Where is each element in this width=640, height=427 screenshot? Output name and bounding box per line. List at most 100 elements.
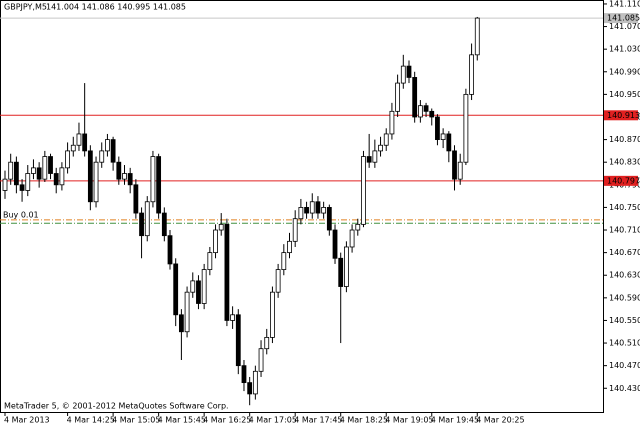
candle-body (372, 150, 378, 163)
candle-body (440, 133, 446, 140)
candle-body (178, 314, 184, 333)
candle-body (13, 161, 19, 186)
level-label: 140.797 (607, 176, 640, 185)
candle-body (389, 110, 395, 135)
candle-body (25, 173, 31, 191)
candle-body (304, 207, 309, 214)
candle-body (144, 201, 150, 237)
candle-body (469, 54, 474, 95)
candle-body (213, 229, 218, 254)
bid-label: 141.085 (607, 14, 640, 23)
x-tick-label: 4 Mar 16:25 (203, 416, 251, 425)
candle-body (247, 382, 253, 395)
candle-body (326, 207, 332, 231)
candle-body (315, 201, 321, 214)
candle-body (19, 184, 25, 191)
y-tick-label: 141.110 (609, 0, 640, 8)
level-label-box (604, 175, 638, 186)
y-tick-label: 140.830 (609, 158, 640, 167)
candle-body (190, 280, 196, 293)
candle-body (156, 156, 162, 214)
y-tick-label: 140.550 (609, 316, 640, 325)
candle-body (298, 207, 304, 220)
y-tick-label: 141.070 (609, 22, 640, 31)
candle-body (230, 314, 236, 321)
candle-body (412, 77, 418, 118)
candle-body (395, 82, 401, 112)
chart-ohlc: 141.004 141.086 140.995 141.085 (46, 3, 186, 12)
level-label-box (604, 110, 638, 121)
y-tick-label: 140.470 (609, 361, 640, 370)
x-tick-label: 4 Mar 17:05 (249, 416, 297, 425)
x-tick-label: 4 Mar 17:45 (294, 416, 342, 425)
candle-body (235, 314, 241, 367)
candle-body (87, 150, 93, 203)
candle-body (31, 167, 36, 174)
bid-label-box (604, 13, 638, 24)
candle-body (224, 223, 230, 321)
candle-body (65, 150, 70, 169)
candle-body (127, 173, 133, 186)
candle-body (321, 207, 327, 214)
x-tick-label: 4 Mar 19:05 (385, 416, 433, 425)
x-tick-label: 4 Mar 15:05 (112, 416, 160, 425)
candle-body (355, 223, 361, 231)
candle-body (400, 65, 406, 84)
candle-body (417, 105, 423, 118)
candle-body (36, 167, 42, 180)
candle-body (173, 263, 179, 316)
candle-body (116, 161, 122, 180)
candle-body (435, 116, 440, 140)
y-tick-label: 140.510 (609, 339, 640, 348)
order-label: Buy 0.01 (3, 210, 39, 219)
candle-body (133, 184, 139, 214)
candle-body (196, 280, 201, 304)
x-tick-label: 4 Mar 18:25 (340, 416, 388, 425)
candle-body (270, 291, 275, 338)
candle-body (105, 139, 110, 152)
candle-body (446, 133, 452, 152)
candle-body (281, 252, 287, 270)
candle-body (309, 201, 315, 214)
candle-body (218, 223, 224, 231)
x-tick-label: 4 Mar 20:25 (476, 416, 524, 425)
candle-body (258, 348, 264, 372)
candle-body (207, 252, 213, 270)
candle-body (378, 144, 383, 152)
candle-body (332, 229, 338, 259)
y-tick-label: 140.590 (609, 293, 640, 302)
candle-body (82, 133, 88, 152)
candle-body (42, 156, 48, 180)
candle-body (474, 17, 480, 56)
candle-body (150, 156, 156, 203)
candle-body (252, 370, 258, 395)
candle-body (167, 235, 173, 265)
candle-body (275, 269, 281, 293)
candle-body (184, 291, 190, 333)
y-tick-label: 140.750 (609, 203, 640, 212)
candle-body (2, 178, 8, 191)
candle-body (48, 156, 53, 174)
candle-body (122, 173, 127, 180)
candle-body (70, 144, 76, 152)
candle-body (110, 139, 116, 163)
y-tick-label: 140.430 (609, 384, 640, 393)
candle-body (292, 218, 298, 242)
candle-body (264, 336, 270, 350)
candle-body (349, 229, 355, 248)
candle-body (429, 110, 435, 118)
chart-title: GBPJPY,M5 (4, 3, 47, 12)
candle-body (161, 212, 167, 237)
x-tick-label: 4 Mar 15:45 (158, 416, 206, 425)
y-tick-label: 140.950 (609, 90, 640, 99)
candle-body (59, 167, 65, 186)
candle-body (457, 161, 463, 180)
candle-body (201, 269, 207, 304)
candle-body (383, 133, 389, 146)
copyright: MetaTrader 5, © 2001-2012 MetaQuotes Sof… (4, 402, 229, 411)
candle-body (99, 150, 105, 163)
candle-body (343, 246, 349, 287)
candle-body (338, 257, 344, 287)
candle-body (366, 156, 372, 163)
